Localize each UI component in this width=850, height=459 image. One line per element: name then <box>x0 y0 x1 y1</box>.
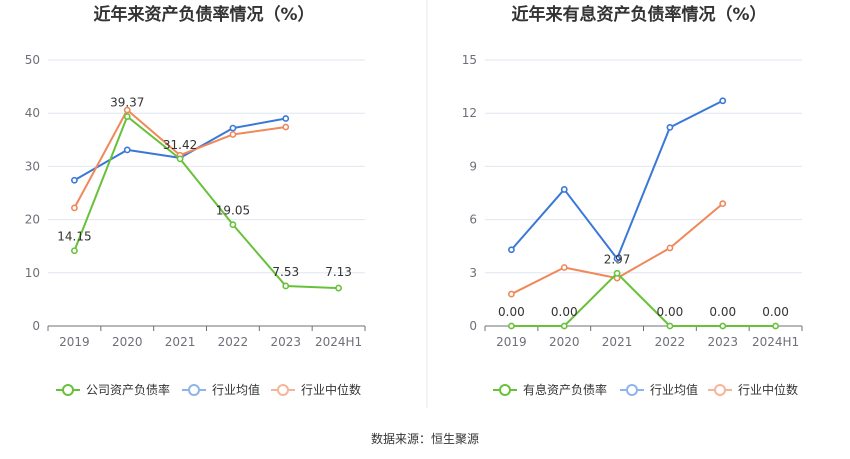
legend-label: 公司资产负债率 <box>86 382 170 397</box>
legend-item-series-2[interactable]: 行业中位数 <box>271 382 361 397</box>
x-tick-label: 2023 <box>707 335 738 349</box>
legend-swatch-marker <box>277 384 289 396</box>
y-tick-label: 10 <box>25 266 40 280</box>
data-label: 31.42 <box>163 138 197 152</box>
data-point-series-2 <box>719 200 727 208</box>
legend-label: 有息资产负债率 <box>523 382 607 397</box>
data-point-series-0 <box>229 221 237 229</box>
legend-label: 行业均值 <box>650 382 698 397</box>
data-point-series-1 <box>666 123 674 131</box>
data-point-series-2 <box>508 290 515 298</box>
data-point-series-1 <box>71 176 78 184</box>
data-label: 7.13 <box>325 265 352 279</box>
data-label: 7.53 <box>272 265 299 279</box>
series-line-series-0 <box>511 272 776 327</box>
x-tick-label: 2020 <box>112 335 143 349</box>
x-tick-label: 2023 <box>270 335 301 349</box>
data-label: 0.00 <box>551 305 578 319</box>
y-tick-label: 40 <box>25 106 40 120</box>
data-point-series-0 <box>772 322 779 330</box>
chart-title: 近年来有息资产负债率情况（%） <box>511 4 766 25</box>
legend-item-series-2[interactable]: 行业中位数 <box>708 382 798 397</box>
y-tick-label: 3 <box>469 266 477 280</box>
legend-swatch-marker <box>62 384 74 396</box>
data-point-series-1 <box>123 146 131 154</box>
y-tick-label: 0 <box>469 319 477 333</box>
legend-label: 行业中位数 <box>301 382 361 397</box>
data-point-series-1 <box>229 124 237 132</box>
y-tick-label: 15 <box>462 53 477 67</box>
y-tick-label: 6 <box>469 213 477 227</box>
data-point-series-2 <box>229 131 237 138</box>
data-point-series-2 <box>282 123 290 131</box>
series-line-series-1 <box>510 99 724 260</box>
y-tick-label: 50 <box>25 53 40 67</box>
data-point-series-1 <box>613 255 621 263</box>
data-point-series-0 <box>613 269 621 277</box>
legend-swatch-marker <box>626 384 638 396</box>
data-label: 0.00 <box>709 305 736 319</box>
x-tick-label: 2019 <box>496 335 527 349</box>
data-point-series-0 <box>560 322 568 330</box>
data-label: 0.00 <box>657 305 684 319</box>
x-tick-label: 2021 <box>602 335 633 349</box>
data-point-series-1 <box>282 115 290 122</box>
y-tick-label: 20 <box>25 213 40 227</box>
legend-swatch-marker <box>499 384 511 396</box>
data-point-series-0 <box>176 155 184 163</box>
data-point-series-1 <box>719 97 727 105</box>
data-point-series-1 <box>508 246 515 254</box>
x-tick-label: 2024H1 <box>315 335 362 349</box>
data-point-series-2 <box>666 244 674 252</box>
legend-label: 行业均值 <box>212 382 260 397</box>
data-label: 2.97 <box>604 252 631 266</box>
data-point-series-0 <box>335 284 342 292</box>
data-point-series-0 <box>123 113 131 120</box>
data-point-series-0 <box>719 322 727 330</box>
y-tick-label: 30 <box>25 159 40 173</box>
data-label: 0.00 <box>762 305 789 319</box>
data-point-series-0 <box>666 322 674 330</box>
y-tick-label: 12 <box>462 106 477 120</box>
data-point-series-1 <box>560 186 568 193</box>
data-point-series-0 <box>282 282 290 290</box>
data-point-series-2 <box>560 264 568 271</box>
legend-item-series-1[interactable]: 行业均值 <box>182 382 260 397</box>
data-point-series-2 <box>123 106 131 114</box>
legend-swatch-marker <box>714 384 726 396</box>
series-line-series-0 <box>73 115 339 290</box>
chart-panel-debt-ratio: 近年来资产负债率情况（%） 0 10 20 30 40 50 2019 2020 2021 2022… <box>25 4 366 397</box>
legend-item-series-0[interactable]: 有息资产负债率 <box>493 382 607 397</box>
data-label: 39.37 <box>110 96 144 110</box>
data-point-series-0 <box>508 322 515 330</box>
x-tick-label: 2020 <box>549 335 580 349</box>
data-label: 19.05 <box>216 204 250 218</box>
data-point-series-0 <box>71 247 78 255</box>
x-tick-label: 2022 <box>218 335 249 349</box>
data-source-note: 数据来源：恒生聚源 <box>371 431 479 446</box>
x-tick-label: 2022 <box>655 335 686 349</box>
y-tick-label: 0 <box>32 319 40 333</box>
chart-title: 近年来资产负债率情况（%） <box>93 4 314 25</box>
legend-swatch-marker <box>188 384 200 396</box>
legend-label: 行业中位数 <box>738 382 798 397</box>
chart-panel-interest-debt-ratio: 近年来有息资产负债率情况（%） 0 3 6 9 12 15 2019 2020 2021 2022 2… <box>462 4 803 397</box>
data-label: 14.15 <box>57 230 91 244</box>
legend-item-series-1[interactable]: 行业均值 <box>620 382 698 397</box>
legend-item-series-0[interactable]: 公司资产负债率 <box>56 382 170 397</box>
data-point-series-2 <box>71 204 78 212</box>
x-tick-label: 2021 <box>165 335 196 349</box>
y-tick-label: 9 <box>469 159 477 173</box>
data-label: 0.00 <box>498 305 525 319</box>
x-tick-label: 2024H1 <box>752 335 799 349</box>
x-tick-label: 2019 <box>59 335 90 349</box>
